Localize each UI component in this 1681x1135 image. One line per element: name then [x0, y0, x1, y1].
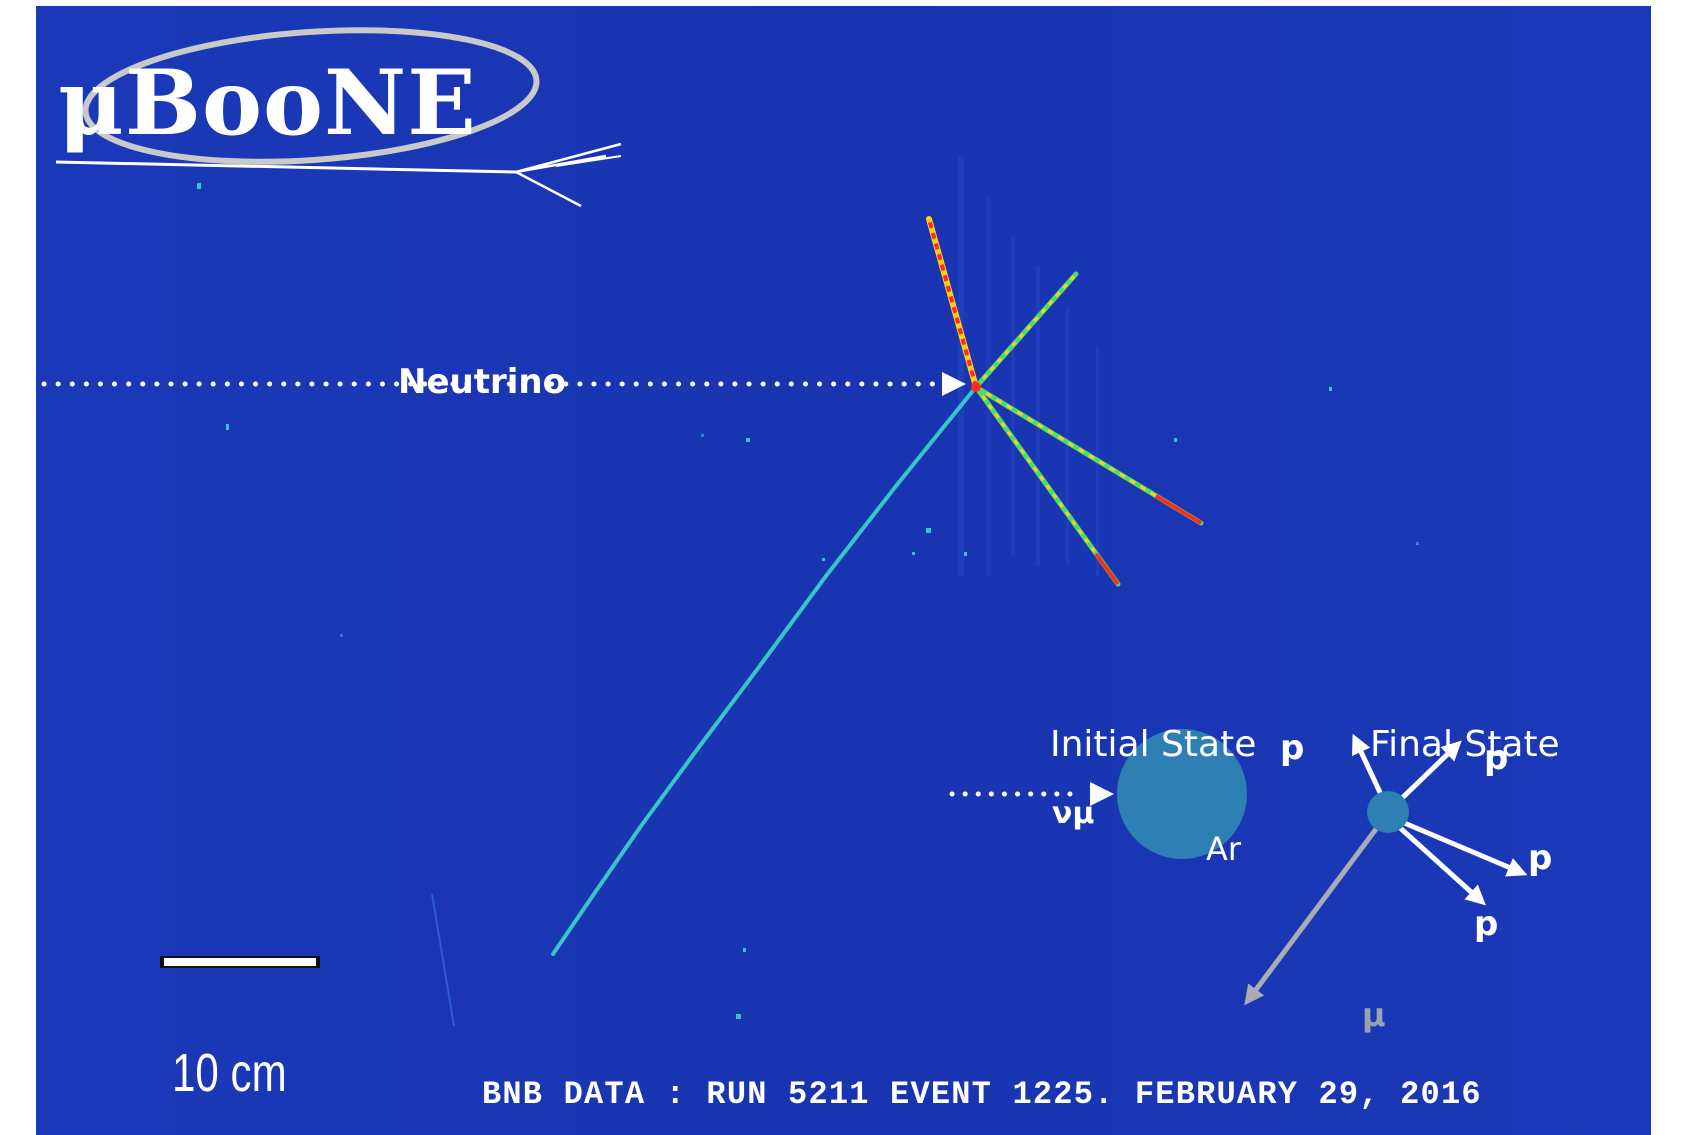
final-state-title: Final State	[1370, 724, 1560, 765]
event-display-canvas	[36, 6, 1651, 1135]
final-state-diagram	[1244, 733, 1528, 1006]
logo-swoosh	[55, 27, 622, 208]
event-display: μBooNE Neutrino Initial State Final Stat…	[36, 6, 1651, 1135]
interaction-vertex	[971, 382, 981, 392]
proton-label-upper-right: p	[1484, 738, 1509, 778]
stray-track	[431, 893, 455, 1027]
neutrino-beam-arrow	[41, 372, 966, 396]
neutrino-label: Neutrino	[398, 362, 566, 402]
background	[36, 6, 1651, 1135]
muon-label: μ	[1362, 996, 1386, 1034]
proton-label-right: p	[1528, 838, 1553, 878]
initial-state-title: Initial State	[1050, 724, 1257, 765]
proton-label-lower: p	[1474, 904, 1499, 944]
proton-label-upper-left: p	[1280, 728, 1305, 768]
argon-label: Ar	[1206, 830, 1242, 868]
microboone-logo: μBooNE	[58, 50, 477, 156]
event-caption: BNB DATA : RUN 5211 EVENT 1225. FEBRUARY…	[482, 1076, 1482, 1113]
muon-track	[551, 385, 978, 956]
final-nucleus	[1367, 791, 1409, 833]
proton-tracks	[926, 216, 1204, 587]
argon-nucleus	[1117, 729, 1247, 859]
scale-bar-label: 10 cm	[172, 1043, 287, 1103]
initial-state-diagram	[949, 729, 1247, 859]
scale-bar	[160, 956, 320, 968]
muon-neutrino-label: νμ	[1052, 796, 1095, 831]
